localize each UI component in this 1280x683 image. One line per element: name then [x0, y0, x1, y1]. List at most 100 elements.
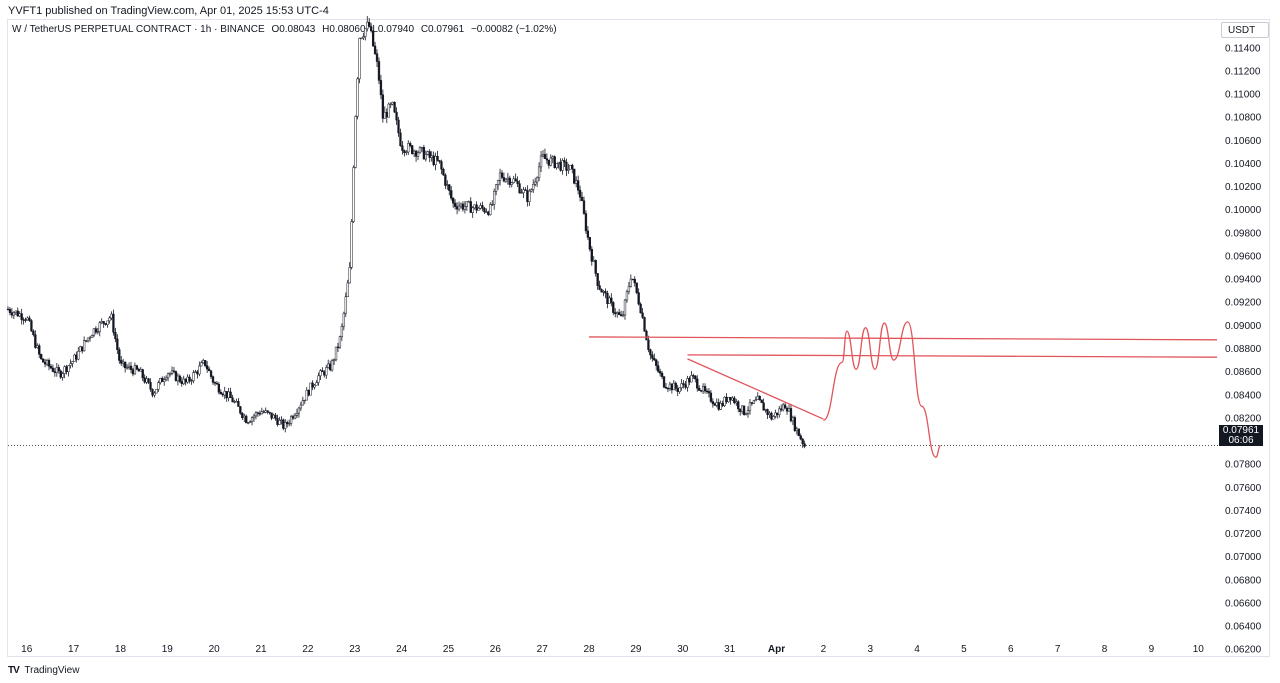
- candle[interactable]: [356, 77, 359, 120]
- candle[interactable]: [344, 292, 347, 317]
- candle[interactable]: [783, 402, 787, 409]
- candle[interactable]: [61, 371, 64, 381]
- candle[interactable]: [112, 309, 115, 336]
- candle[interactable]: [731, 396, 734, 401]
- candle[interactable]: [258, 410, 262, 416]
- candle[interactable]: [381, 89, 385, 123]
- candle[interactable]: [774, 409, 777, 419]
- candle[interactable]: [200, 360, 203, 367]
- candle[interactable]: [725, 393, 728, 404]
- candle[interactable]: [385, 108, 388, 124]
- candle[interactable]: [684, 381, 687, 390]
- candle[interactable]: [383, 106, 386, 119]
- candle[interactable]: [627, 281, 631, 295]
- candle[interactable]: [336, 342, 340, 352]
- candle[interactable]: [389, 102, 392, 109]
- candle[interactable]: [223, 386, 226, 400]
- candle[interactable]: [672, 380, 675, 391]
- candle[interactable]: [549, 154, 552, 167]
- candle[interactable]: [409, 141, 412, 148]
- candle[interactable]: [311, 380, 314, 391]
- candle[interactable]: [719, 400, 722, 411]
- candle[interactable]: [282, 418, 285, 431]
- candle[interactable]: [330, 358, 334, 372]
- candle[interactable]: [184, 378, 187, 386]
- candle[interactable]: [233, 399, 236, 404]
- candle[interactable]: [207, 366, 211, 372]
- candle[interactable]: [477, 206, 480, 211]
- candle[interactable]: [555, 163, 558, 170]
- candle[interactable]: [653, 353, 656, 362]
- candle[interactable]: [565, 158, 568, 177]
- candle[interactable]: [284, 419, 287, 433]
- candle[interactable]: [362, 32, 365, 41]
- candle[interactable]: [16, 307, 19, 317]
- tradingview-logo[interactable]: TV TradingView: [8, 665, 79, 676]
- candle[interactable]: [215, 380, 219, 385]
- candle[interactable]: [88, 335, 92, 342]
- candle[interactable]: [430, 151, 433, 162]
- candle[interactable]: [604, 288, 607, 299]
- candle[interactable]: [395, 107, 398, 125]
- candle[interactable]: [502, 172, 506, 183]
- candle[interactable]: [635, 282, 638, 295]
- candle[interactable]: [180, 377, 183, 387]
- candle[interactable]: [82, 336, 86, 352]
- candle[interactable]: [453, 199, 457, 210]
- candle[interactable]: [799, 433, 802, 441]
- candle[interactable]: [561, 158, 564, 175]
- candle[interactable]: [125, 364, 129, 370]
- candle[interactable]: [426, 150, 429, 156]
- candle[interactable]: [545, 153, 549, 164]
- candle[interactable]: [153, 391, 156, 398]
- candle[interactable]: [227, 388, 230, 402]
- candle[interactable]: [243, 413, 246, 423]
- candle[interactable]: [703, 383, 707, 394]
- candle[interactable]: [237, 398, 240, 407]
- candle[interactable]: [178, 374, 181, 383]
- candle[interactable]: [649, 348, 652, 360]
- candle[interactable]: [401, 140, 404, 155]
- candle[interactable]: [235, 398, 238, 403]
- candle[interactable]: [621, 310, 625, 318]
- candle[interactable]: [120, 356, 123, 366]
- candle[interactable]: [717, 398, 720, 411]
- candle[interactable]: [772, 415, 775, 420]
- candle[interactable]: [598, 280, 601, 291]
- candle[interactable]: [47, 358, 51, 371]
- candle[interactable]: [192, 370, 195, 384]
- candle[interactable]: [280, 416, 283, 425]
- candle[interactable]: [133, 362, 137, 375]
- candle[interactable]: [307, 389, 310, 397]
- candle[interactable]: [643, 316, 646, 332]
- candle[interactable]: [373, 41, 377, 55]
- candle[interactable]: [213, 381, 217, 387]
- candle[interactable]: [612, 301, 615, 316]
- candle[interactable]: [211, 375, 215, 385]
- candle[interactable]: [721, 400, 724, 408]
- candle[interactable]: [674, 381, 677, 391]
- candle[interactable]: [780, 404, 783, 412]
- candle[interactable]: [131, 367, 135, 377]
- candle[interactable]: [645, 329, 648, 341]
- candle[interactable]: [196, 369, 199, 379]
- candle[interactable]: [610, 293, 613, 307]
- candle[interactable]: [520, 188, 523, 194]
- candle[interactable]: [65, 364, 68, 375]
- candle[interactable]: [770, 411, 773, 421]
- candle[interactable]: [163, 376, 166, 386]
- candle[interactable]: [77, 347, 80, 361]
- candle[interactable]: [563, 157, 566, 167]
- candle[interactable]: [155, 389, 158, 394]
- candle[interactable]: [81, 346, 84, 354]
- candle[interactable]: [584, 210, 588, 234]
- candle[interactable]: [664, 383, 668, 389]
- candle[interactable]: [692, 373, 695, 379]
- candle[interactable]: [41, 358, 45, 363]
- candle[interactable]: [84, 340, 88, 343]
- candle[interactable]: [327, 359, 330, 369]
- candle[interactable]: [256, 411, 260, 417]
- candle[interactable]: [147, 377, 150, 385]
- candle[interactable]: [606, 290, 609, 309]
- projection-path[interactable]: [823, 321, 941, 458]
